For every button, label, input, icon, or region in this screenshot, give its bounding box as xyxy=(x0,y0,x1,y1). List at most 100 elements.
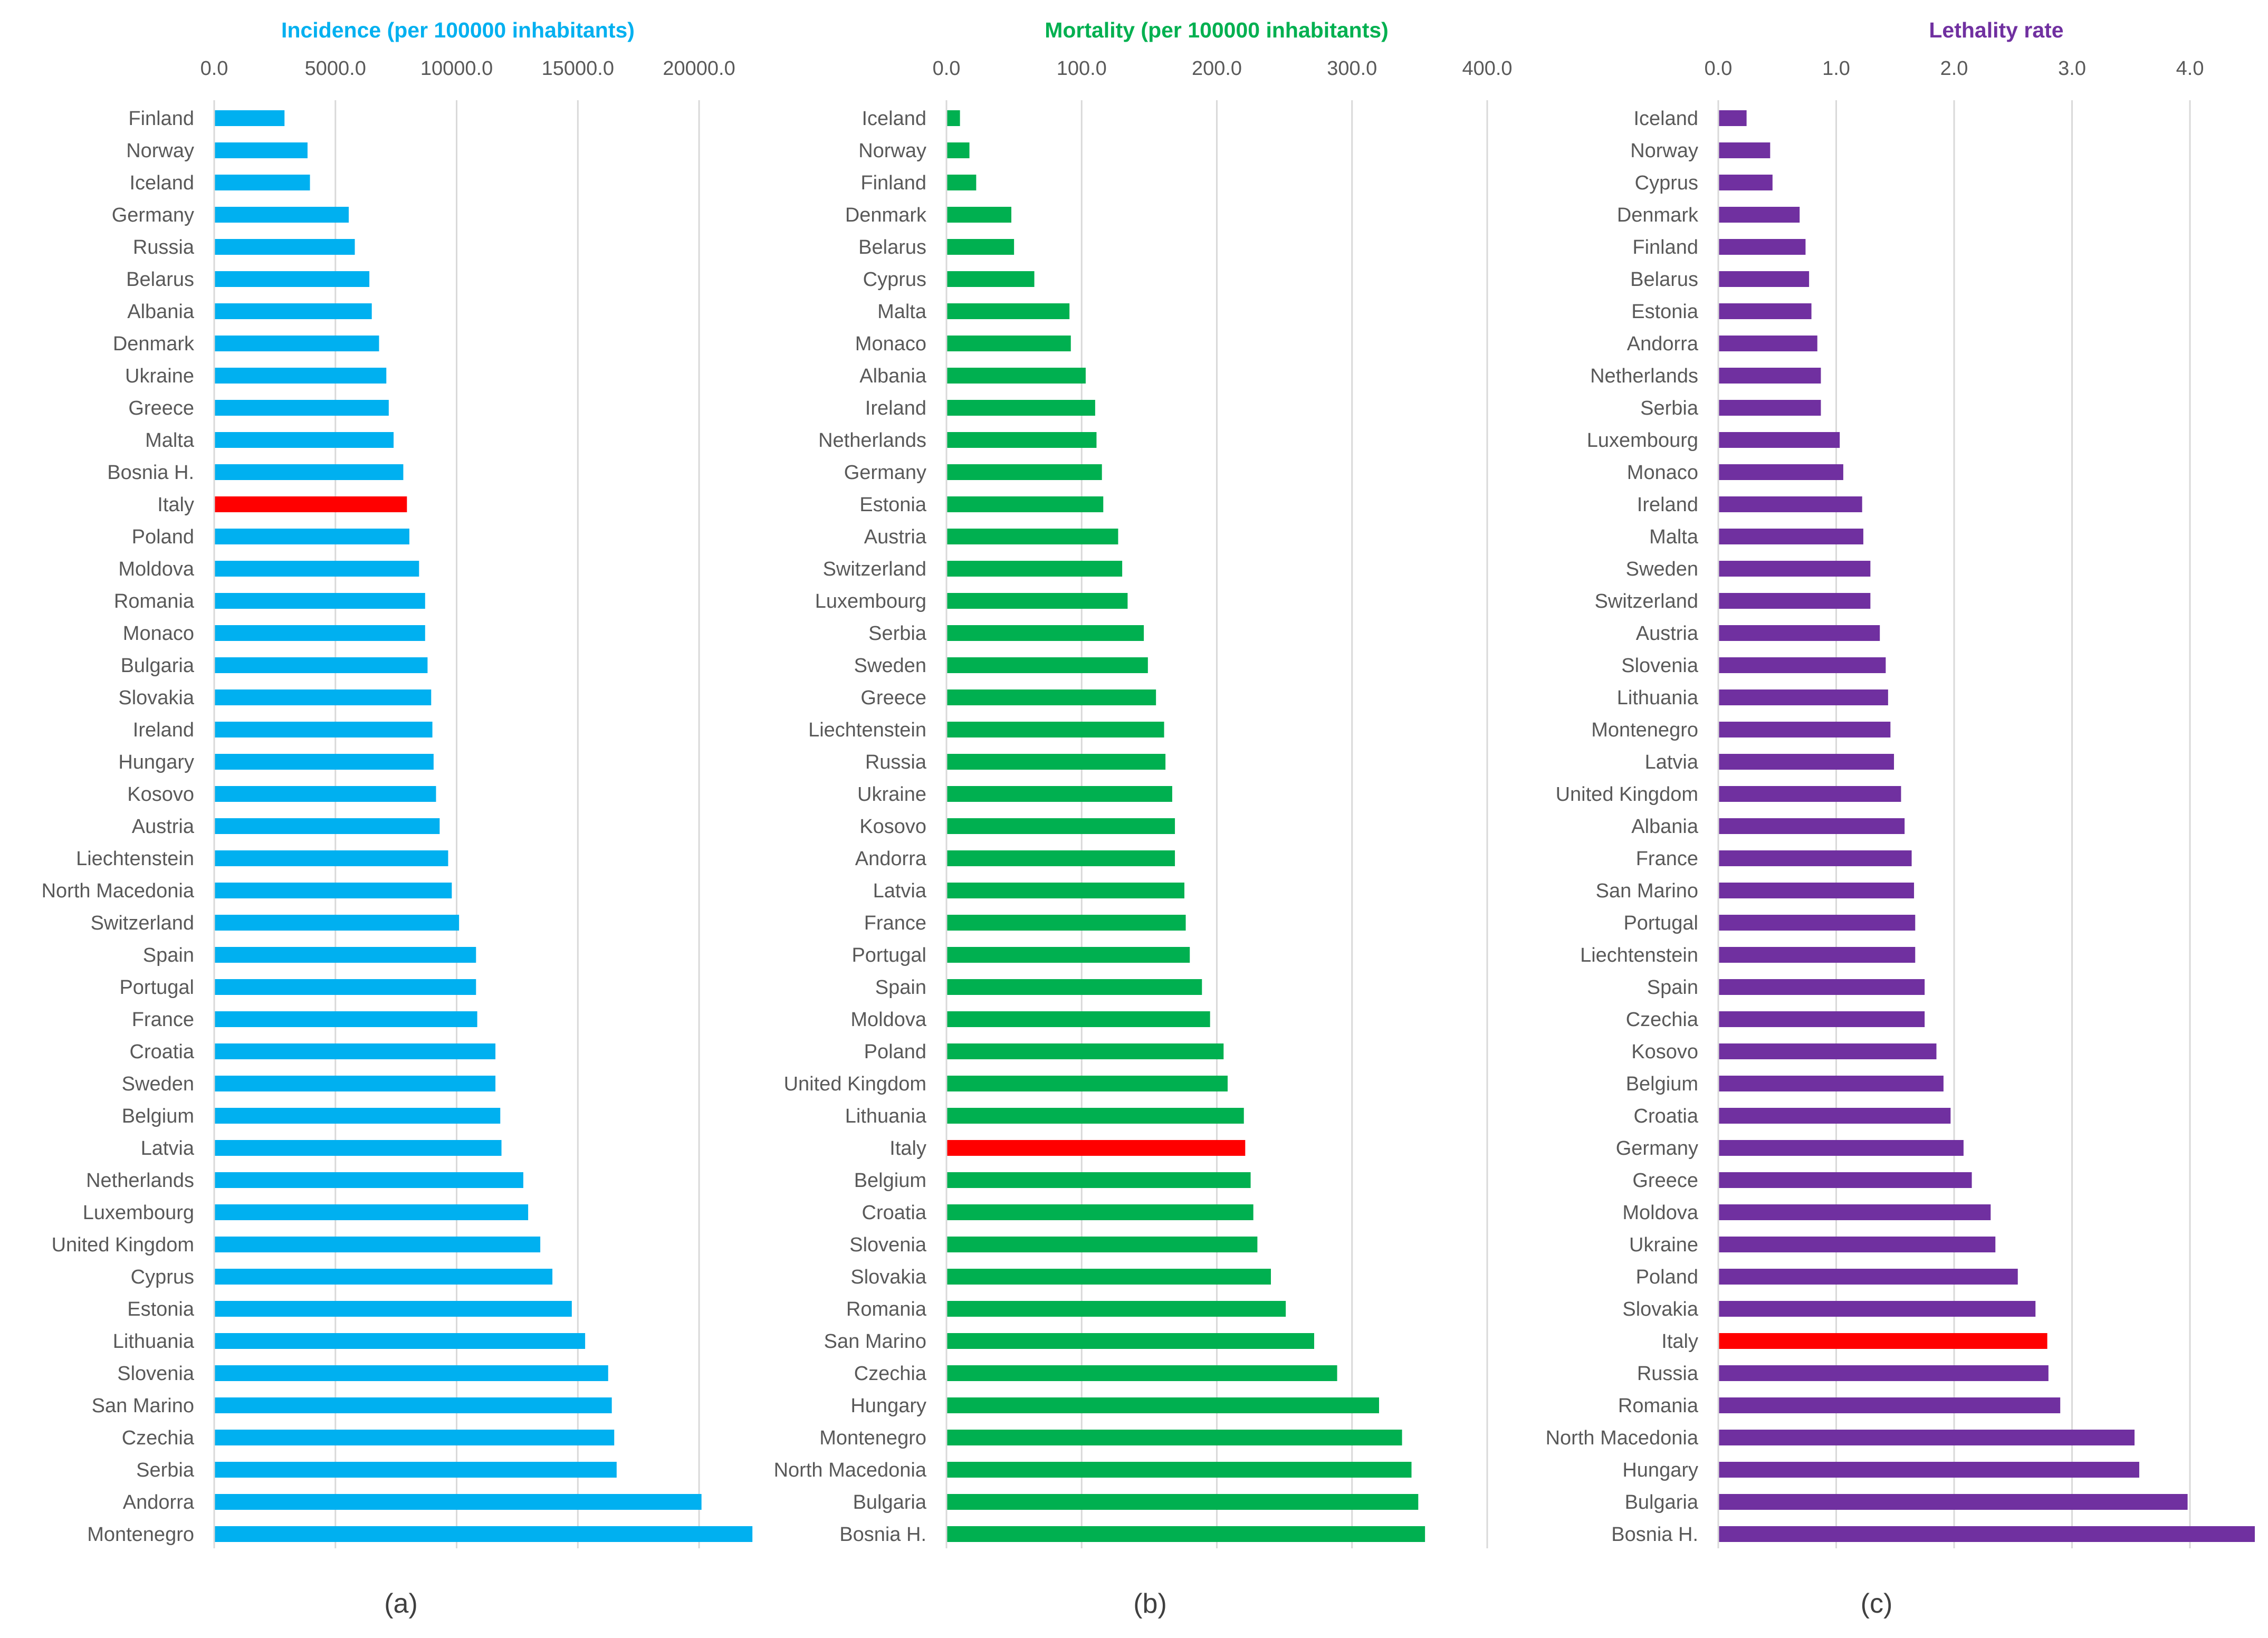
bar-luxembourg xyxy=(946,593,1128,609)
category-label: Sweden xyxy=(1626,558,1698,580)
bar-san-marino xyxy=(946,1333,1314,1349)
x-tick-label: 0.0 xyxy=(1705,58,1733,80)
bar-slovakia xyxy=(1718,1301,2036,1317)
category-label: Belgium xyxy=(1626,1073,1698,1095)
category-label: France xyxy=(864,912,926,934)
bar-kosovo xyxy=(1718,1043,1937,1059)
category-label: Portugal xyxy=(851,944,926,966)
bar-malta xyxy=(946,303,1070,319)
bar-united-kingdom xyxy=(946,1076,1228,1091)
bar-kosovo xyxy=(214,786,436,802)
bar-poland xyxy=(946,1043,1224,1059)
bar-hungary xyxy=(946,1397,1379,1413)
category-label: Ukraine xyxy=(857,783,926,806)
bar-montenegro xyxy=(1718,722,1891,737)
bar-north-macedonia xyxy=(946,1462,1412,1478)
bar-croatia xyxy=(1718,1108,1951,1124)
category-label: Czechia xyxy=(122,1427,195,1449)
category-label: Malta xyxy=(145,429,195,452)
bar-greece xyxy=(214,400,389,416)
category-label: Iceland xyxy=(1633,108,1698,130)
category-label: Liechtenstein xyxy=(808,719,926,741)
category-label: Belarus xyxy=(858,236,926,258)
bar-estonia xyxy=(214,1301,572,1317)
category-label: Serbia xyxy=(868,622,927,645)
category-label: Monaco xyxy=(855,333,926,355)
category-label: Lithuania xyxy=(113,1330,195,1353)
bar-finland xyxy=(1718,239,1806,255)
bar-denmark xyxy=(946,207,1011,223)
category-label: Kosovo xyxy=(127,783,194,806)
category-label: Iceland xyxy=(129,172,194,194)
category-label: San Marino xyxy=(1596,880,1698,902)
bar-denmark xyxy=(214,336,379,351)
bar-finland xyxy=(946,175,977,190)
category-label: Luxembourg xyxy=(815,590,926,612)
category-label: Iceland xyxy=(862,108,926,130)
bar-belarus xyxy=(946,239,1015,255)
bar-germany xyxy=(1718,1140,1964,1156)
panel-b-bars xyxy=(946,110,1425,1542)
category-label: Slovenia xyxy=(849,1234,927,1256)
bar-czechia xyxy=(1718,1011,1925,1027)
category-label: Denmark xyxy=(845,204,927,226)
bar-monaco xyxy=(1718,464,1843,480)
bar-romania xyxy=(946,1301,1286,1317)
category-label: Cyprus xyxy=(131,1266,194,1288)
bar-sweden xyxy=(946,657,1148,673)
bar-greece xyxy=(1718,1172,1972,1188)
category-label: Liechtenstein xyxy=(1580,944,1698,966)
x-tick-label: 20000.0 xyxy=(663,58,735,80)
category-label: Hungary xyxy=(1622,1459,1698,1481)
category-label: Andorra xyxy=(123,1491,195,1514)
bar-north-macedonia xyxy=(1718,1430,2135,1445)
category-label: Latvia xyxy=(141,1137,195,1160)
bar-bulgaria xyxy=(214,657,428,673)
bar-iceland xyxy=(214,175,310,190)
bar-bulgaria xyxy=(946,1494,1419,1510)
category-label: Kosovo xyxy=(859,816,926,838)
category-label: Malta xyxy=(877,301,927,323)
category-label: Austria xyxy=(864,526,927,548)
category-label: Denmark xyxy=(1617,204,1699,226)
bar-portugal xyxy=(1718,915,1916,931)
bar-latvia xyxy=(214,1140,502,1156)
category-label: Ukraine xyxy=(125,365,194,387)
panel-a-title: Incidence (per 100000 inhabitants) xyxy=(281,18,635,42)
bar-latvia xyxy=(946,883,1184,898)
category-label: Sweden xyxy=(122,1073,194,1095)
panel-c-category-labels: Iceland Norway Cyprus Denmark Finland Belarus… xyxy=(1546,108,1699,1546)
bar-france xyxy=(214,1011,477,1027)
bar-croatia xyxy=(946,1204,1253,1220)
category-label: United Kingdom xyxy=(784,1073,926,1095)
category-label: Cyprus xyxy=(1635,172,1698,194)
bar-ireland xyxy=(946,400,1095,416)
category-label: Serbia xyxy=(1640,397,1699,419)
bar-slovenia xyxy=(214,1365,608,1381)
bar-germany xyxy=(214,207,349,223)
category-label: Portugal xyxy=(1623,912,1698,934)
category-label: Lithuania xyxy=(845,1105,927,1127)
bar-lithuania xyxy=(1718,689,1888,705)
bar-cyprus xyxy=(946,271,1035,287)
bar-russia xyxy=(946,754,1166,770)
category-label: Estonia xyxy=(1631,301,1699,323)
category-label: Finland xyxy=(1632,236,1698,258)
bar-ukraine xyxy=(1718,1237,1996,1252)
category-label: Russia xyxy=(133,236,195,258)
bar-albania xyxy=(214,303,372,319)
category-label: Hungary xyxy=(118,751,194,773)
category-label: Belgium xyxy=(122,1105,194,1127)
panel-a-category-labels: Finland Norway Iceland Germany Russia Belarus… xyxy=(42,108,195,1546)
x-tick-label: 0.0 xyxy=(200,58,228,80)
category-label: Poland xyxy=(1636,1266,1698,1288)
category-label: Netherlands xyxy=(86,1170,194,1192)
category-label: Russia xyxy=(1637,1363,1699,1385)
category-label: Germany xyxy=(844,462,926,484)
bar-andorra xyxy=(214,1494,702,1510)
category-label: Greece xyxy=(860,687,926,709)
category-label: Romania xyxy=(1618,1395,1699,1417)
category-label: Croatia xyxy=(1634,1105,1699,1127)
bar-ukraine xyxy=(214,368,387,384)
